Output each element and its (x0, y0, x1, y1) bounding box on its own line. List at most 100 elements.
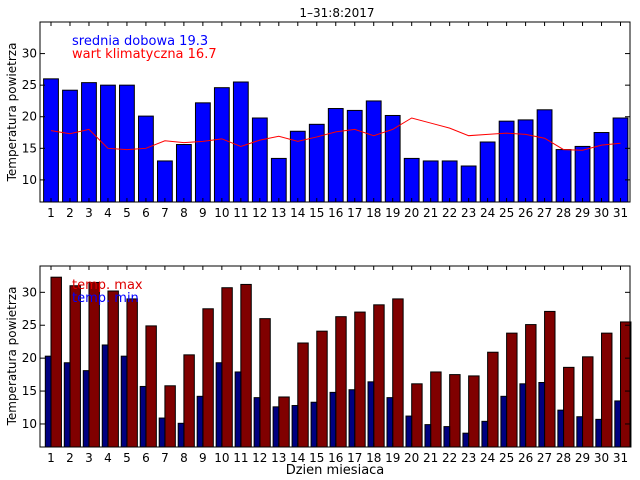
y-tick-label-20: 20 (22, 110, 37, 124)
bar-min-day-31 (614, 400, 622, 448)
bar-max-day-2 (69, 285, 81, 448)
bar-mean-day-20 (403, 157, 420, 203)
bar-mean-day-2 (62, 89, 78, 203)
bar-max-day-17 (354, 311, 366, 448)
y-tick-label-15: 15 (22, 384, 37, 398)
y-tick-label-10: 10 (22, 173, 37, 187)
bottom-x-tick-label-7: 7 (161, 451, 169, 465)
bar-min-day-12 (253, 397, 261, 448)
bar-mean-day-16 (327, 108, 344, 203)
top-x-tick-label-24: 24 (480, 206, 495, 220)
top-y-axis-label: Temperatura powietrza (5, 43, 19, 183)
top-x-tick-label-4: 4 (104, 206, 112, 220)
bottom-x-tick-label-27: 27 (537, 451, 552, 465)
top-x-tick-label-7: 7 (161, 206, 169, 220)
climatic-value-line (50, 117, 621, 151)
bar-max-day-13 (278, 396, 290, 448)
bar-min-day-17 (348, 389, 356, 448)
top-x-tick-label-11: 11 (233, 206, 248, 220)
top-x-tick-label-25: 25 (499, 206, 514, 220)
bottom-x-tick-label-13: 13 (271, 451, 286, 465)
bottom-y-axis-label: Temperatura powietrza (5, 287, 19, 427)
bar-min-day-8 (177, 422, 185, 448)
top-x-tick-label-26: 26 (518, 206, 533, 220)
bar-min-day-28 (557, 409, 565, 448)
top-x-tick-label-9: 9 (199, 206, 207, 220)
bottom-x-tick-label-22: 22 (442, 451, 457, 465)
y-tick-label-30: 30 (22, 285, 37, 299)
bottom-x-tick-label-14: 14 (290, 451, 305, 465)
bar-max-day-26 (525, 324, 537, 448)
top-x-tick-label-23: 23 (461, 206, 476, 220)
y-tick-label-25: 25 (22, 78, 37, 92)
bar-max-day-7 (164, 385, 176, 448)
bottom-plot-frame (39, 265, 631, 448)
legend-mean: srednia dobowa 19.3 (72, 34, 208, 49)
top-x-tick-label-2: 2 (66, 206, 74, 220)
bottom-x-tick-label-10: 10 (214, 451, 229, 465)
bar-max-day-14 (297, 342, 309, 448)
bar-mean-day-1 (43, 78, 59, 203)
top-x-tick-label-1: 1 (47, 206, 55, 220)
bottom-x-tick-label-4: 4 (104, 451, 112, 465)
bar-max-day-20 (411, 383, 423, 448)
bar-max-day-9 (202, 308, 214, 448)
bar-max-day-18 (373, 304, 385, 448)
bottom-x-tick-label-29: 29 (575, 451, 590, 465)
bar-max-day-8 (183, 354, 195, 448)
bar-mean-day-23 (460, 165, 477, 203)
bar-max-day-21 (430, 371, 442, 448)
bar-min-day-22 (443, 426, 451, 448)
bar-min-day-20 (405, 415, 413, 448)
y-tick-label-30: 30 (22, 47, 37, 61)
bar-max-day-28 (563, 366, 575, 448)
bar-max-day-31 (620, 321, 632, 448)
bar-min-day-27 (538, 381, 546, 448)
bar-max-day-15 (316, 330, 328, 448)
bar-max-day-22 (449, 374, 461, 448)
bar-min-day-18 (367, 381, 375, 448)
chart-title: 1–31:8:2017 (299, 6, 374, 20)
top-x-tick-label-5: 5 (123, 206, 131, 220)
legend-min: temp. min (72, 291, 139, 306)
bar-mean-day-21 (422, 160, 439, 203)
y-tick-label-10: 10 (22, 417, 37, 431)
bottom-x-tick-label-26: 26 (518, 451, 533, 465)
bottom-x-tick-label-20: 20 (404, 451, 419, 465)
bottom-x-tick-label-23: 23 (461, 451, 476, 465)
y-tick-label-25: 25 (22, 318, 37, 332)
bottom-y-axis-ticks: 10 15 20 25 30 (22, 285, 630, 431)
top-x-tick-label-21: 21 (423, 206, 438, 220)
bar-max-day-11 (240, 283, 252, 448)
bar-mean-day-8 (175, 144, 192, 203)
bottom-x-tick-label-19: 19 (385, 451, 400, 465)
bar-min-day-3 (82, 370, 90, 448)
bottom-x-tick-label-16: 16 (328, 451, 343, 465)
bottom-x-tick-label-6: 6 (142, 451, 150, 465)
bottom-x-tick-label-18: 18 (366, 451, 381, 465)
bar-mean-day-27 (536, 109, 553, 203)
y-tick-label-20: 20 (22, 351, 37, 365)
bottom-x-tick-label-31: 31 (613, 451, 628, 465)
top-x-tick-label-28: 28 (556, 206, 571, 220)
top-x-tick-label-13: 13 (271, 206, 286, 220)
top-x-tick-label-18: 18 (366, 206, 381, 220)
bar-max-day-10 (221, 287, 233, 448)
top-x-tick-label-3: 3 (85, 206, 93, 220)
bar-mean-day-13 (270, 157, 287, 203)
top-x-axis-ticks: 1 2 3 4 5 6 7 8 9 10 11 12 13 14 15 16 17 18 19 20 21 22 23 24 2… (47, 22, 628, 220)
bar-max-day-4 (107, 290, 119, 448)
bar-mean-day-7 (156, 160, 173, 203)
top-x-tick-label-29: 29 (575, 206, 590, 220)
bottom-x-tick-label-15: 15 (309, 451, 324, 465)
bar-max-day-16 (335, 316, 347, 448)
top-x-tick-label-20: 20 (404, 206, 419, 220)
bar-mean-day-3 (81, 82, 97, 203)
bar-max-day-6 (145, 325, 157, 448)
top-x-tick-label-14: 14 (290, 206, 305, 220)
bar-min-day-15 (310, 401, 318, 448)
bar-max-day-25 (506, 332, 518, 448)
top-x-tick-label-22: 22 (442, 206, 457, 220)
top-x-tick-label-16: 16 (328, 206, 343, 220)
bar-max-day-19 (392, 298, 404, 448)
